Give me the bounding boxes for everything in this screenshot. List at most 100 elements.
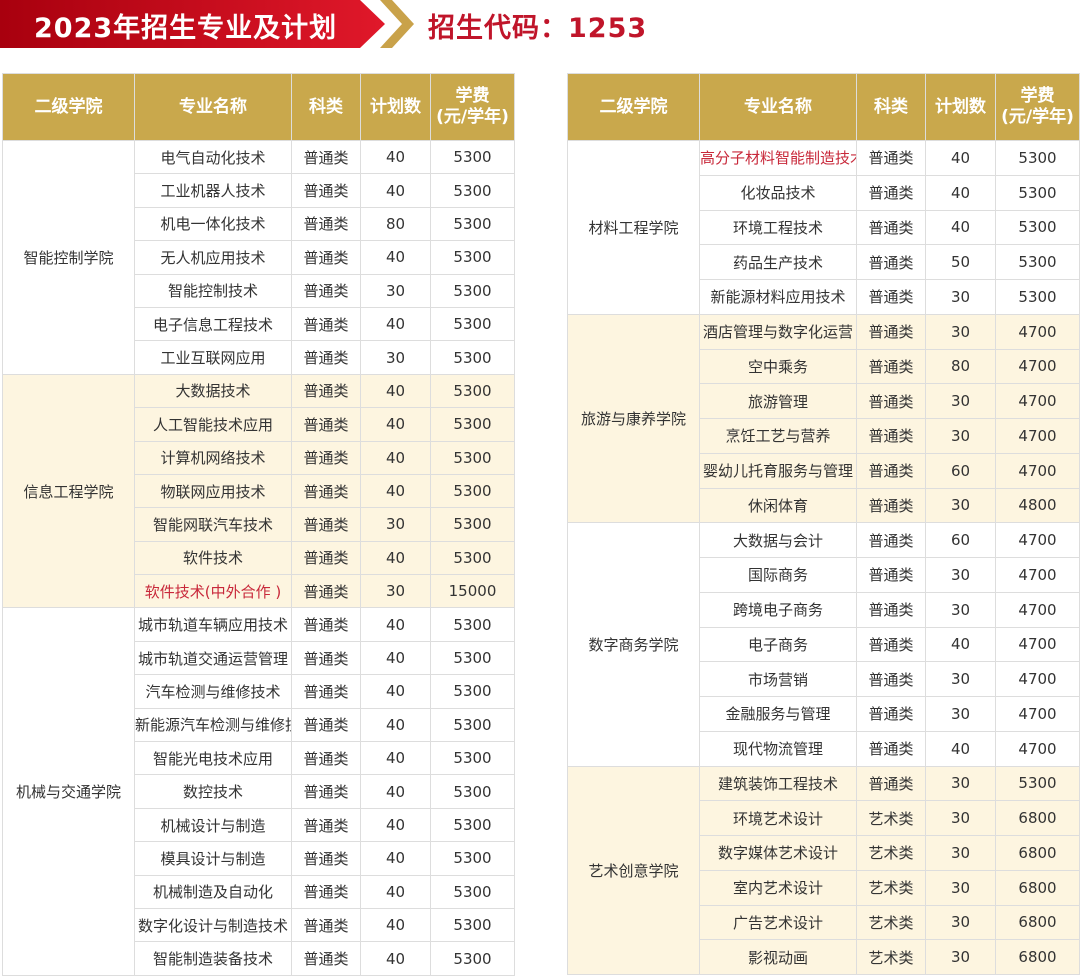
tuition-cell: 4700 xyxy=(995,591,1080,628)
plan-cell: 40 xyxy=(925,174,996,211)
tuition-cell: 6800 xyxy=(995,800,1080,836)
category-cell: 普通类 xyxy=(291,941,361,976)
table-row: 计算机网络技术 普通类 40 5300 xyxy=(3,440,515,475)
plan-cell: 40 xyxy=(360,240,431,275)
table-row: 软件技术 普通类 40 5300 xyxy=(3,540,515,576)
college-cell: 数字商务学院 xyxy=(567,522,700,767)
category-cell: 普通类 xyxy=(856,383,926,419)
major-cell: 软件技术(中外合作 ) xyxy=(134,574,292,609)
plan-cell: 80 xyxy=(360,206,431,242)
plan-cell: 30 xyxy=(925,661,996,697)
plan-cell: 40 xyxy=(360,774,431,809)
table-row: 国际商务 普通类 30 4700 xyxy=(568,557,1080,593)
table-row: 药品生产技术 普通类 50 5300 xyxy=(568,244,1080,280)
plan-cell: 40 xyxy=(360,674,431,709)
major-cell: 市场营销 xyxy=(699,661,857,697)
major-cell: 新能源汽车检测与维修技术 xyxy=(134,707,292,743)
plan-cell: 40 xyxy=(360,139,431,175)
plan-cell: 40 xyxy=(360,841,431,876)
majors-table-right: 二级学院 专业名称 科类 计划数 学费 (元/学年) 材料工程学院 高分子材料智能制造技术 普通… xyxy=(567,73,1080,975)
major-cell: 国际商务 xyxy=(699,557,857,593)
category-cell: 普通类 xyxy=(856,522,926,558)
category-cell: 普通类 xyxy=(291,540,361,576)
major-cell: 旅游管理 xyxy=(699,383,857,419)
table-row: 城市轨道交通运营管理 普通类 40 5300 xyxy=(3,640,515,676)
table-row: 现代物流管理 普通类 40 4700 xyxy=(568,730,1080,767)
tuition-cell: 5300 xyxy=(995,244,1080,280)
category-cell: 普通类 xyxy=(856,487,926,524)
major-cell: 数字媒体艺术设计 xyxy=(699,835,857,871)
header-category: 科类 xyxy=(856,73,926,141)
header-college: 二级学院 xyxy=(2,73,135,141)
header-plan: 计划数 xyxy=(360,73,431,141)
major-cell: 机械设计与制造 xyxy=(134,807,292,843)
header-tuition: 学费 (元/学年) xyxy=(995,73,1080,141)
tuition-cell: 5300 xyxy=(430,540,515,576)
major-cell: 影视动画 xyxy=(699,939,857,975)
table-row: 数字化设计与制造技术 普通类 40 5300 xyxy=(3,907,515,943)
tuition-cell: 5300 xyxy=(430,907,515,943)
tuition-cell: 4700 xyxy=(995,313,1080,350)
plan-cell: 40 xyxy=(925,626,996,663)
table-row: 室内艺术设计 艺术类 30 6800 xyxy=(568,869,1080,906)
major-cell: 空中乘务 xyxy=(699,348,857,385)
plan-cell: 40 xyxy=(360,807,431,843)
tuition-cell: 6800 xyxy=(995,939,1080,975)
plan-cell: 40 xyxy=(360,473,431,509)
category-cell: 普通类 xyxy=(856,313,926,350)
plan-cell: 40 xyxy=(360,607,431,642)
plan-cell: 30 xyxy=(360,574,431,609)
major-cell: 环境工程技术 xyxy=(699,209,857,246)
table-row: 物联网应用技术 普通类 40 5300 xyxy=(3,473,515,509)
category-cell: 普通类 xyxy=(291,807,361,843)
title-banner: 2023年招生专业及计划 xyxy=(0,0,385,48)
category-cell: 艺术类 xyxy=(856,904,926,941)
tuition-cell: 4700 xyxy=(995,557,1080,593)
plan-cell: 30 xyxy=(925,800,996,836)
tuition-cell: 4700 xyxy=(995,661,1080,697)
table-row: 机械设计与制造 普通类 40 5300 xyxy=(3,807,515,843)
category-cell: 普通类 xyxy=(856,209,926,246)
plan-cell: 30 xyxy=(925,765,996,802)
table-row: 数字媒体艺术设计 艺术类 30 6800 xyxy=(568,835,1080,871)
category-cell: 普通类 xyxy=(856,140,926,176)
college-cell: 艺术创意学院 xyxy=(567,765,700,975)
plan-cell: 40 xyxy=(360,373,431,409)
tuition-cell: 5300 xyxy=(995,140,1080,176)
major-cell: 城市轨道交通运营管理 xyxy=(134,640,292,676)
major-cell: 高分子材料智能制造技术 xyxy=(699,140,857,176)
major-cell: 环境艺术设计 xyxy=(699,800,857,836)
major-cell: 数控技术 xyxy=(134,774,292,809)
category-cell: 普通类 xyxy=(291,674,361,709)
plan-cell: 50 xyxy=(925,244,996,280)
major-cell: 现代物流管理 xyxy=(699,730,857,767)
header-college: 二级学院 xyxy=(567,73,700,141)
plan-cell: 30 xyxy=(925,696,996,732)
major-cell: 智能控制技术 xyxy=(134,273,292,308)
major-cell: 新能源材料应用技术 xyxy=(699,279,857,315)
tuition-cell: 5300 xyxy=(430,507,515,542)
table-row: 金融服务与管理 普通类 30 4700 xyxy=(568,696,1080,732)
major-cell: 酒店管理与数字化运营 xyxy=(699,313,857,350)
table-row: 智能网联汽车技术 普通类 30 5300 xyxy=(3,507,515,542)
major-cell: 大数据技术 xyxy=(134,373,292,409)
plan-cell: 40 xyxy=(925,209,996,246)
plan-cell: 40 xyxy=(925,140,996,176)
major-cell: 机械制造及自动化 xyxy=(134,874,292,909)
category-cell: 普通类 xyxy=(856,452,926,489)
major-cell: 化妆品技术 xyxy=(699,174,857,211)
major-cell: 电子商务 xyxy=(699,626,857,663)
major-cell: 数字化设计与制造技术 xyxy=(134,907,292,943)
category-cell: 普通类 xyxy=(856,348,926,385)
category-cell: 普通类 xyxy=(291,373,361,409)
tuition-cell: 5300 xyxy=(430,707,515,743)
major-cell: 广告艺术设计 xyxy=(699,904,857,941)
major-cell: 计算机网络技术 xyxy=(134,440,292,475)
major-cell: 跨境电子商务 xyxy=(699,591,857,628)
category-cell: 普通类 xyxy=(856,174,926,211)
table-row: 数控技术 普通类 40 5300 xyxy=(3,774,515,809)
tuition-cell: 4700 xyxy=(995,522,1080,558)
plan-cell: 40 xyxy=(360,173,431,208)
tuition-cell: 4700 xyxy=(995,696,1080,732)
table-row: 模具设计与制造 普通类 40 5300 xyxy=(3,841,515,876)
